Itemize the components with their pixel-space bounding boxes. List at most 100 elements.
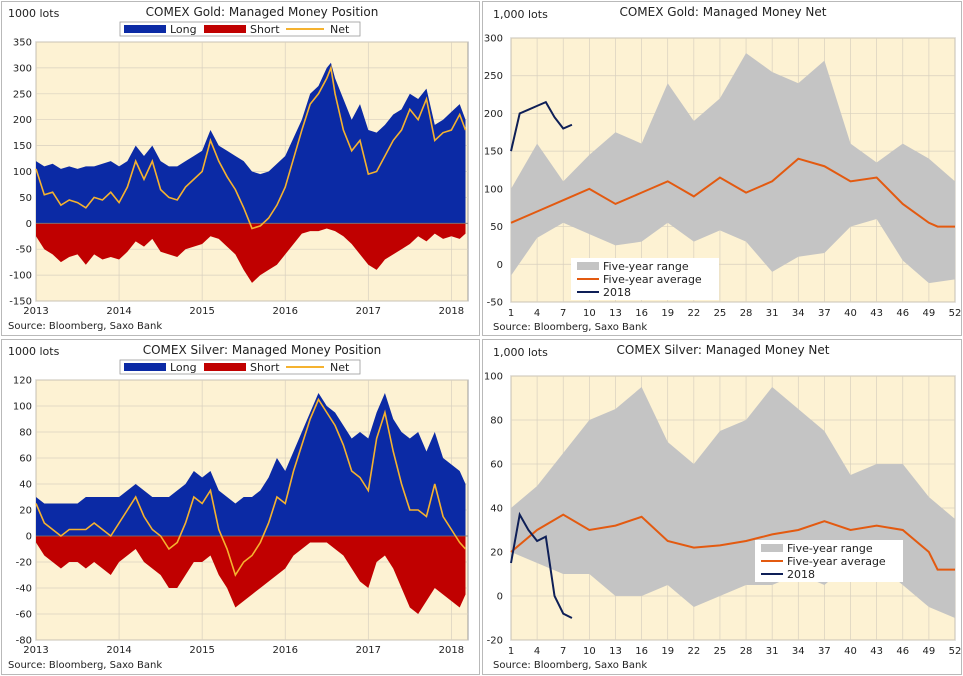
chart-title: COMEX Gold: Managed Money Position: [146, 5, 379, 19]
long-area: [36, 62, 466, 224]
five-year-average-line: [510, 157, 955, 228]
line-2018: [510, 511, 573, 619]
legend-label: Long: [170, 361, 197, 374]
legend-swatch: [761, 544, 783, 552]
legend-label: Net: [330, 23, 350, 36]
five-year-range-band: [511, 53, 955, 284]
y-tick-label: -20: [16, 558, 32, 569]
x-tick-label: 2015: [189, 306, 214, 317]
y-tick-label: 100: [13, 167, 32, 178]
y-tick-label: 300: [484, 34, 503, 45]
x-tick-label: 4: [534, 308, 540, 319]
x-tick-label: 2018: [439, 645, 464, 656]
source-note: Source: Bloomberg, Saxo Bank: [8, 321, 162, 332]
y-tick-label: 60: [490, 460, 503, 471]
legend-label: Five-year range: [787, 542, 873, 555]
line-2018: [510, 100, 573, 152]
y-tick-label: -60: [16, 610, 32, 621]
y-tick-label: 20: [490, 548, 503, 559]
x-tick-label: 2016: [273, 306, 298, 317]
legend-swatch: [124, 25, 166, 33]
silver-position-chart: -80 -60 -40 -20 0 20 40 60 80 100 120 2013 2014 2015 2…: [8, 343, 469, 671]
y-tick-label: 250: [13, 89, 32, 100]
x-tick-label: 37: [818, 646, 831, 657]
chart-title: COMEX Silver: Managed Money Net: [617, 343, 830, 357]
x-tick-label: 31: [766, 308, 779, 319]
y-tick-label: -40: [16, 584, 32, 595]
y-tick-label: 0: [497, 260, 503, 271]
y-tick-label: 0: [26, 532, 32, 543]
x-tick-label: 16: [635, 308, 648, 319]
x-tick-label: 43: [870, 646, 883, 657]
silver-net-chart: -20 0 20 40 60 80 100 1 4 7 10 13 16 19 22 25 28 31 34 37 40…: [484, 343, 962, 671]
chart-title: COMEX Gold: Managed Money Net: [619, 5, 826, 19]
legend: Long Short Net: [119, 359, 361, 375]
legend-swatch: [204, 363, 246, 371]
legend-label: Five-year range: [603, 260, 689, 273]
legend-label: 2018: [787, 568, 815, 581]
legend-swatch: [124, 363, 166, 371]
legend-label: Short: [250, 23, 280, 36]
gold-position-chart: -150 -100 -50 0 50 100 150 200 250 300 350 2013 2014…: [8, 5, 469, 332]
x-tick-label: 37: [818, 308, 831, 319]
y-tick-label: -80: [16, 636, 32, 647]
y-tick-label: 120: [13, 376, 32, 387]
x-tick-label: 46: [896, 646, 909, 657]
x-tick-label: 2018: [439, 306, 464, 317]
x-tick-label: 40: [844, 646, 857, 657]
x-tick-label: 43: [870, 308, 883, 319]
x-tick-label: 2015: [189, 645, 214, 656]
net-line: [35, 397, 467, 577]
x-tick-label: 2016: [273, 645, 298, 656]
y-tick-label: 250: [484, 71, 503, 82]
silver-position-panel: -80 -60 -40 -20 0 20 40 60 80 100 120 2013 2014 2015 2…: [1, 339, 480, 675]
legend-label: Five-year average: [787, 555, 886, 568]
y-tick-label: 100: [484, 372, 503, 383]
legend-label: Long: [170, 23, 197, 36]
source-note: Source: Bloomberg, Saxo Bank: [493, 660, 647, 671]
unit-label: 1,000 lots: [493, 8, 548, 21]
net-line: [35, 64, 467, 230]
short-area: [36, 536, 466, 614]
x-tick-label: 25: [714, 308, 727, 319]
y-tick-label: 150: [13, 141, 32, 152]
legend: Long Short Net: [119, 21, 361, 37]
x-tick-label: 10: [583, 646, 596, 657]
x-tick-label: 25: [714, 646, 727, 657]
chart-title: COMEX Silver: Managed Money Position: [143, 343, 382, 357]
x-tick-label: 49: [923, 646, 936, 657]
x-tick-label: 7: [560, 308, 566, 319]
x-tick-label: 52: [949, 646, 962, 657]
y-tick-label: -50: [487, 298, 503, 309]
x-tick-label: 19: [661, 308, 674, 319]
y-tick-label: 50: [19, 193, 32, 204]
x-tick-label: 22: [687, 308, 700, 319]
x-tick-label: 2014: [106, 645, 131, 656]
y-tick-label: -150: [9, 297, 32, 308]
short-area: [36, 223, 466, 283]
y-tick-label: 60: [19, 454, 32, 465]
y-tick-label: 80: [19, 428, 32, 439]
x-tick-label: 13: [609, 308, 622, 319]
x-tick-label: 2017: [356, 645, 381, 656]
gold-net-chart: -50 0 50 100 150 200 250 300 1 4 7 10 13 16 19 22 25 28 31…: [484, 5, 961, 333]
legend-label: Short: [250, 361, 280, 374]
x-tick-label: 16: [635, 646, 648, 657]
silver-net-panel: -20 0 20 40 60 80 100 1 4 7 10 13 16 19 22 25 28 31 34 37 40…: [482, 339, 962, 675]
y-tick-label: 100: [13, 402, 32, 413]
x-tick-label: 31: [766, 646, 779, 657]
x-tick-label: 34: [792, 308, 805, 319]
y-tick-label: 300: [13, 63, 32, 74]
x-tick-label: 34: [792, 646, 805, 657]
y-tick-label: 200: [13, 115, 32, 126]
x-tick-label: 28: [740, 308, 753, 319]
x-tick-label: 13: [609, 646, 622, 657]
unit-label: 1,000 lots: [493, 346, 548, 359]
y-tick-label: 80: [490, 416, 503, 427]
legend-label: Net: [330, 361, 350, 374]
y-tick-label: 100: [484, 184, 503, 195]
x-tick-label: 4: [534, 646, 540, 657]
source-note: Source: Bloomberg, Saxo Bank: [493, 322, 647, 333]
